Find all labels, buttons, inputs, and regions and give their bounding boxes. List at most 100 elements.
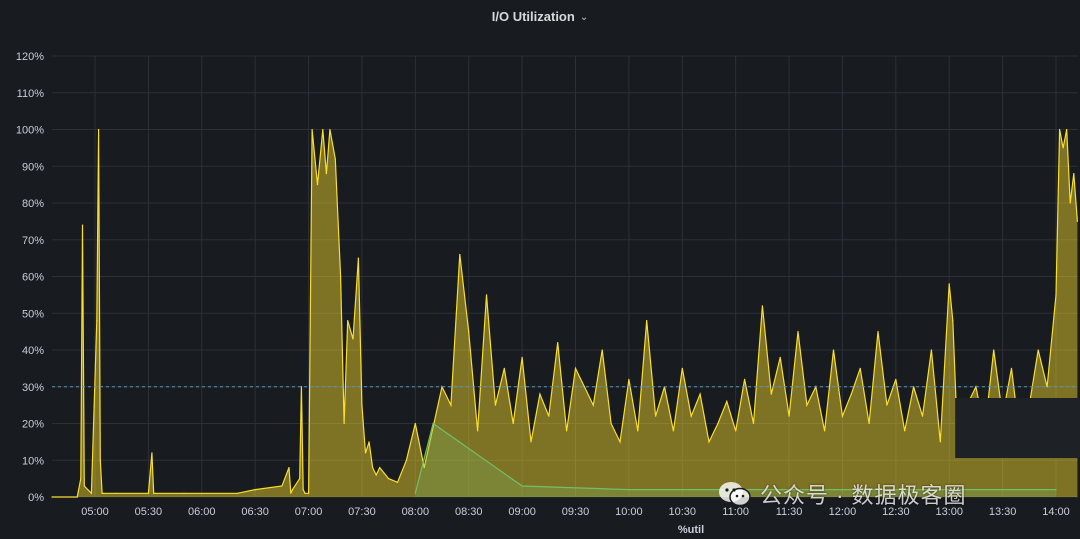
- y-tick-label: 100%: [16, 125, 44, 137]
- y-tick-label: 120%: [16, 51, 44, 63]
- data-point: [99, 459, 101, 461]
- chevron-down-icon[interactable]: ⌄: [579, 11, 589, 23]
- data-point: [90, 492, 93, 494]
- data-point: [322, 128, 324, 131]
- data-point: [300, 386, 303, 388]
- data-point: [97, 128, 100, 131]
- data-point: [921, 415, 924, 417]
- watermark-text: 公众号 · 数据极客圈: [760, 483, 967, 508]
- data-point: [405, 459, 408, 461]
- data-point: [930, 349, 933, 351]
- data-point: [352, 338, 354, 340]
- data-point: [450, 404, 452, 406]
- data-point: [1046, 386, 1048, 388]
- data-point: [339, 275, 342, 278]
- data-point: [364, 452, 367, 454]
- data-point: [913, 386, 915, 388]
- data-point: [886, 404, 888, 406]
- data-point: [1062, 147, 1064, 149]
- data-point: [735, 430, 737, 432]
- data-point: [1037, 349, 1039, 351]
- y-tick-label: 90%: [22, 161, 44, 173]
- data-point: [396, 481, 399, 483]
- data-point: [726, 400, 728, 403]
- data-point: [494, 404, 497, 406]
- data-point: [1076, 220, 1078, 222]
- data-point: [147, 492, 149, 494]
- series-layer: [51, 128, 1078, 498]
- data-point: [334, 158, 336, 160]
- data-point: [1073, 173, 1075, 175]
- data-point: [699, 393, 701, 395]
- data-point: [357, 257, 359, 259]
- data-point: [646, 320, 648, 322]
- data-point: [414, 422, 416, 425]
- data-point: [690, 415, 692, 417]
- data-point: [1055, 294, 1057, 296]
- data-point: [824, 430, 826, 432]
- x-tick-label: 06:30: [241, 506, 269, 518]
- x-tick-label: 07:30: [348, 506, 376, 518]
- data-point: [477, 430, 479, 432]
- x-tick-label: 08:30: [455, 506, 483, 518]
- data-point: [503, 367, 505, 369]
- data-point: [236, 492, 238, 494]
- data-point: [372, 467, 374, 469]
- panel-title[interactable]: I/O Utilization: [491, 8, 575, 24]
- data-point: [485, 294, 488, 296]
- x-tick-label: 10:30: [669, 506, 697, 518]
- data-point: [299, 478, 301, 480]
- data-point: [708, 441, 710, 443]
- data-point: [368, 441, 370, 443]
- data-point: [329, 128, 331, 131]
- x-axis-labels: 05:00 05:30 06:00 06:30 07:00 07:30 08:00 08:30…: [81, 506, 1070, 518]
- data-point: [566, 430, 568, 432]
- data-point: [288, 467, 290, 469]
- data-point: [151, 452, 153, 454]
- data-point: [521, 485, 523, 487]
- data-point: [841, 415, 844, 417]
- data-point: [1069, 202, 1071, 204]
- data-point: [414, 492, 416, 494]
- x-tick-label: 14:00: [1042, 506, 1070, 518]
- x-tick-label: 13:00: [935, 506, 963, 518]
- data-point: [993, 349, 995, 351]
- data-point: [183, 492, 185, 494]
- data-point: [806, 404, 808, 406]
- legend-label[interactable]: %util: [678, 524, 704, 536]
- data-point: [619, 441, 621, 443]
- y-tick-label: 20%: [22, 419, 44, 431]
- wechat-icon: [718, 480, 752, 508]
- data-point: [752, 422, 755, 425]
- y-tick-label: 40%: [22, 345, 44, 357]
- data-point: [788, 415, 790, 417]
- data-point: [468, 331, 470, 333]
- data-point: [583, 386, 585, 388]
- data-point: [797, 331, 799, 333]
- data-point: [628, 378, 630, 380]
- data-point: [574, 367, 577, 369]
- panel-header: I/O Utilization ⌄: [0, 0, 1080, 34]
- data-point: [939, 441, 941, 443]
- y-tick-label: 80%: [22, 198, 44, 210]
- data-point: [948, 489, 950, 491]
- obscured-tooltip: [955, 398, 1080, 458]
- data-point: [770, 393, 772, 395]
- y-tick-label: 60%: [22, 272, 44, 284]
- data-point: [530, 441, 532, 443]
- y-axis-labels: 0% 10% 20% 30% 40% 50% 60% 70% 80% 90% 100% 110% 120…: [16, 51, 44, 504]
- y-tick-label: 50%: [22, 308, 44, 320]
- data-point: [307, 492, 310, 494]
- panel-title-menu[interactable]: I/O Utilization ⌄: [492, 9, 588, 24]
- data-point: [101, 492, 103, 494]
- data-point: [1058, 128, 1061, 131]
- data-point: [672, 430, 674, 432]
- data-point: [379, 467, 381, 469]
- data-point: [681, 367, 683, 369]
- x-tick-label: 05:00: [81, 506, 109, 518]
- data-point: [281, 485, 283, 487]
- data-point: [592, 404, 594, 406]
- data-point: [311, 128, 313, 131]
- data-point: [96, 320, 98, 322]
